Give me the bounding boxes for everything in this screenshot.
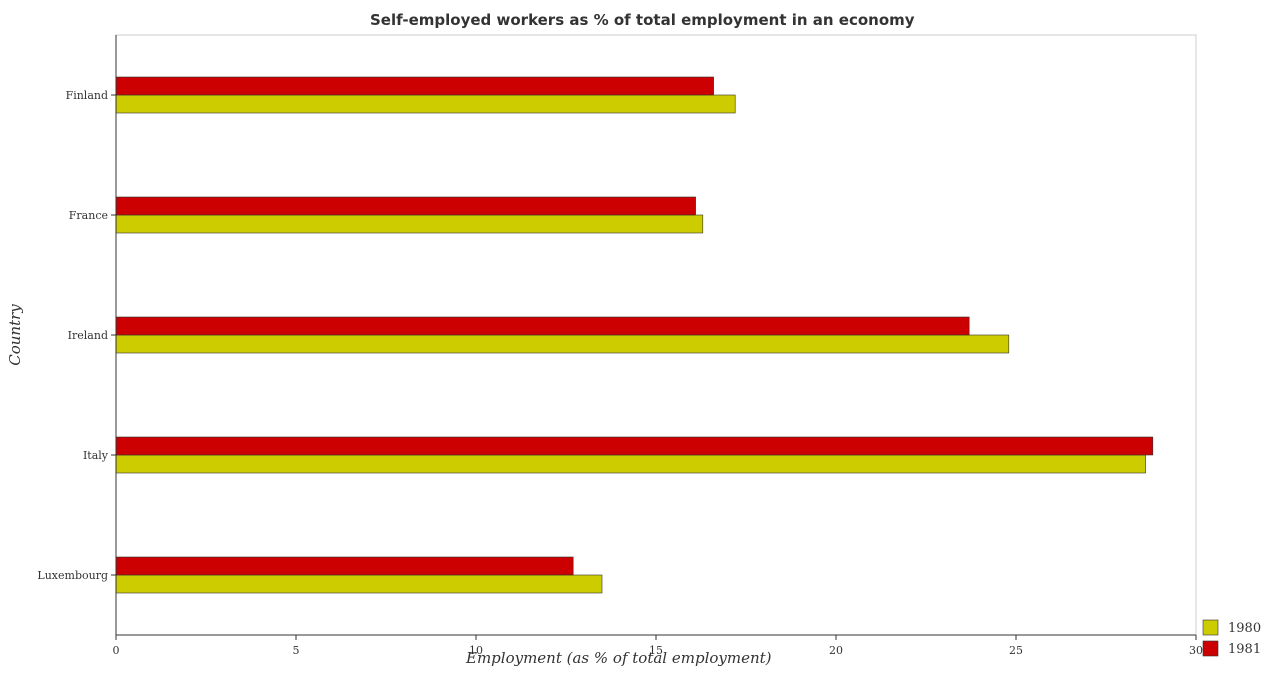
bar-luxembourg-1981 bbox=[115, 556, 574, 576]
x-tick-label: 20 bbox=[829, 644, 843, 657]
chart-title: Self-employed workers as % of total empl… bbox=[370, 11, 915, 29]
y-tick-label: Finland bbox=[66, 89, 108, 102]
legend-swatch-1980 bbox=[1202, 619, 1219, 636]
bar-ireland-1981 bbox=[115, 316, 970, 336]
bar-ireland-1980 bbox=[115, 334, 1010, 354]
x-tick-label: 5 bbox=[293, 644, 300, 657]
legend-label-1980: 1980 bbox=[1228, 621, 1261, 636]
legend: 1980 1981 bbox=[1202, 619, 1261, 657]
bar-france-1980 bbox=[115, 214, 704, 234]
y-axis-ticks: Finland France Ireland Italy Luxembourg bbox=[37, 89, 116, 582]
y-tick-label: France bbox=[69, 209, 108, 222]
bars-group bbox=[115, 76, 1154, 594]
legend-swatch-1981 bbox=[1202, 640, 1219, 657]
bar-italy-1980 bbox=[115, 454, 1146, 474]
bar-finland-1980 bbox=[115, 94, 736, 114]
x-tick-label: 30 bbox=[1189, 644, 1203, 657]
y-axis-label: Country bbox=[6, 304, 24, 366]
bar-france-1981 bbox=[115, 196, 696, 216]
bar-finland-1981 bbox=[115, 76, 714, 96]
x-tick-label: 0 bbox=[113, 644, 120, 657]
x-tick-label: 25 bbox=[1009, 644, 1023, 657]
bar-italy-1981 bbox=[115, 436, 1154, 456]
y-tick-label: Italy bbox=[83, 449, 109, 462]
x-tick-label: 10 bbox=[469, 644, 483, 657]
x-tick-label: 15 bbox=[649, 644, 663, 657]
bar-luxembourg-1980 bbox=[115, 574, 603, 594]
y-tick-label: Luxembourg bbox=[37, 569, 108, 582]
legend-label-1981: 1981 bbox=[1228, 642, 1261, 657]
x-axis-ticks: 0 5 10 15 20 25 30 bbox=[113, 635, 1203, 657]
y-tick-label: Ireland bbox=[68, 329, 108, 342]
x-axis-label: Employment (as % of total employment) bbox=[465, 649, 772, 667]
